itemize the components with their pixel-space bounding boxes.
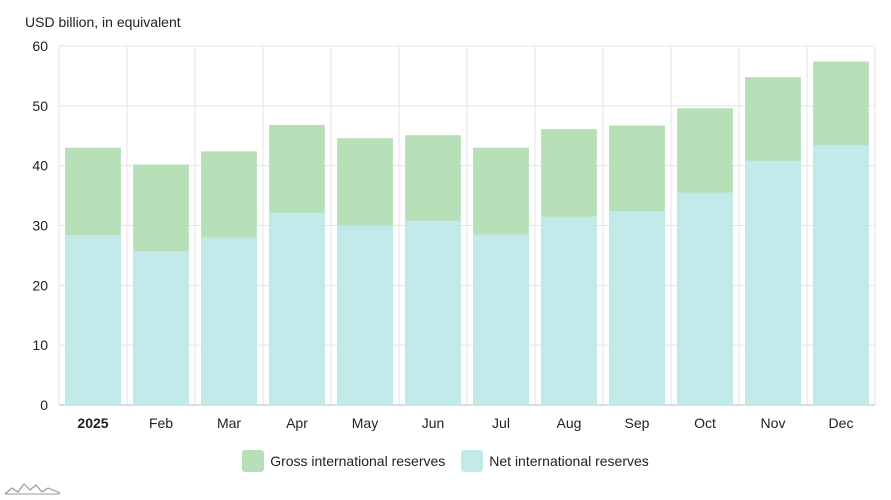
bars (65, 61, 869, 406)
legend-label-gross: Gross international reserves (270, 453, 446, 469)
legend-swatch-net (461, 450, 484, 472)
y-tick-label: 40 (32, 158, 48, 174)
bar-net-oct[interactable] (677, 192, 733, 405)
y-unit-label: USD billion, in equivalent (25, 14, 181, 30)
y-tick-label: 0 (40, 397, 48, 413)
logo-mark-icon (4, 483, 61, 495)
x-tick-label: Sep (625, 415, 650, 431)
x-tick-label: Jun (422, 415, 445, 431)
x-tick-label: Oct (694, 415, 716, 431)
y-tick-label: 10 (32, 337, 48, 353)
bar-net-aug[interactable] (541, 216, 597, 405)
legend-item-gross[interactable]: Gross international reserves (242, 450, 445, 472)
bar-net-feb[interactable] (133, 251, 189, 405)
x-tick-label: May (352, 415, 378, 431)
legend-label-net: Net international reserves (489, 453, 649, 469)
bar-net-2025[interactable] (65, 235, 121, 405)
x-tick-label: Aug (557, 415, 582, 431)
y-tick-label: 60 (32, 38, 48, 54)
bar-net-apr[interactable] (269, 212, 325, 405)
grid (58, 45, 876, 406)
bar-net-nov[interactable] (745, 160, 801, 405)
y-tick-label: 30 (32, 218, 48, 234)
y-tick-label: 50 (32, 98, 48, 114)
y-axis-ticks: 0 10 20 30 40 50 60 (32, 38, 48, 413)
x-tick-label: 2025 (77, 415, 108, 431)
x-tick-label: Dec (829, 415, 854, 431)
bar-net-may[interactable] (337, 225, 393, 406)
y-tick-label: 20 (32, 277, 48, 293)
x-tick-label: Apr (286, 415, 308, 431)
x-axis-ticks: 2025 Feb Mar Apr May Jun Jul Aug Sep Oct Nov Dec (77, 415, 853, 431)
x-tick-label: Feb (149, 415, 173, 431)
legend: Gross international reserves Net interna… (0, 450, 891, 472)
x-tick-label: Nov (761, 415, 786, 431)
x-tick-label: Mar (217, 415, 241, 431)
bar-net-mar[interactable] (201, 237, 257, 405)
bar-net-jul[interactable] (473, 234, 529, 405)
legend-swatch-gross (242, 450, 265, 472)
x-tick-label: Jul (492, 415, 510, 431)
bar-net-dec[interactable] (813, 145, 869, 405)
bar-net-sep[interactable] (609, 211, 665, 405)
legend-item-net[interactable]: Net international reserves (461, 450, 649, 472)
bar-net-jun[interactable] (405, 220, 461, 405)
